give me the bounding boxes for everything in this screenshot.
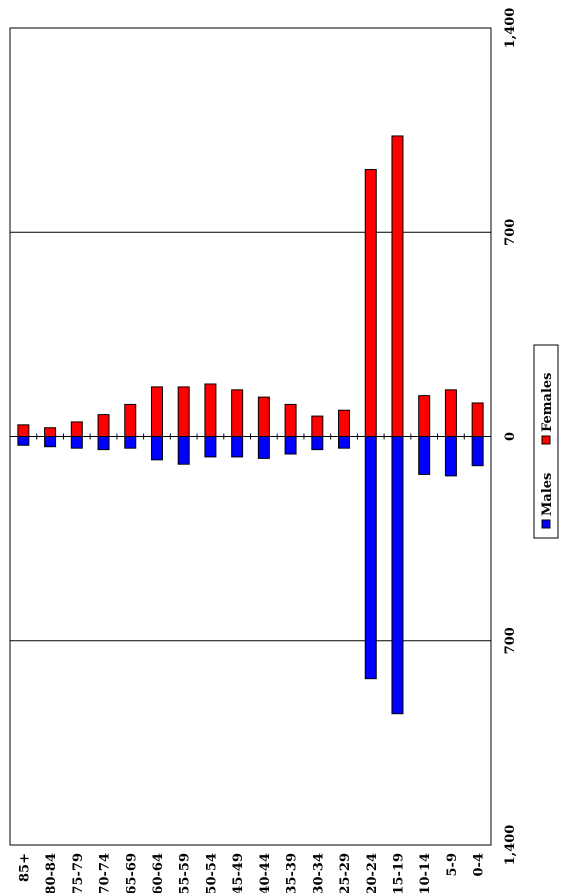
category-label-80-84: 80-84 xyxy=(44,853,59,893)
bar-females-20-24 xyxy=(364,169,377,437)
bar-females-30-34 xyxy=(311,415,324,438)
bar-females-0-4 xyxy=(471,402,484,437)
category-label-15-19: 15-19 xyxy=(391,853,406,893)
category-label-50-54: 50-54 xyxy=(204,853,219,893)
bar-males-5-9 xyxy=(444,436,457,477)
bar-females-25-29 xyxy=(338,409,351,438)
bar-males-40-44 xyxy=(257,436,270,459)
axis-label-females-1400: 1,400 xyxy=(503,8,518,49)
bar-females-50-54 xyxy=(204,383,217,438)
bar-females-35-39 xyxy=(284,403,297,437)
bar-males-20-24 xyxy=(364,436,377,680)
category-label-40-44: 40-44 xyxy=(258,853,273,893)
category-label-85+: 85+ xyxy=(17,853,32,882)
bar-males-70-74 xyxy=(97,436,110,451)
legend-label-males: Males xyxy=(540,473,555,516)
bar-males-85+ xyxy=(17,436,30,446)
legend-label-females: Females xyxy=(540,373,555,433)
bar-females-5-9 xyxy=(444,389,457,438)
bars xyxy=(17,135,484,715)
bar-females-10-14 xyxy=(418,395,431,437)
bar-males-50-54 xyxy=(204,436,217,458)
axis-label-females-700: 700 xyxy=(503,219,518,246)
bar-males-75-79 xyxy=(70,436,83,449)
bar-females-80-84 xyxy=(44,427,57,438)
bar-males-60-64 xyxy=(150,436,163,461)
category-label-20-24: 20-24 xyxy=(365,853,380,893)
value-axis-labels: 1,400 700 0 700 1,400 xyxy=(503,8,518,866)
category-label-0-4: 0-4 xyxy=(472,853,487,877)
category-labels: 85+ 80-84 75-79 70-74 65-69 60-64 55-59 50-54 45… xyxy=(17,853,486,893)
category-label-30-34: 30-34 xyxy=(311,853,326,893)
category-label-55-59: 55-59 xyxy=(178,853,193,893)
bar-males-15-19 xyxy=(391,436,404,715)
tick-marks xyxy=(9,433,492,440)
legend-swatch-females xyxy=(541,435,551,445)
bar-males-30-34 xyxy=(311,436,324,451)
axis-label-males-700: 700 xyxy=(503,627,518,654)
bar-males-55-59 xyxy=(177,436,190,465)
axis-label-zero: 0 xyxy=(503,432,518,441)
bar-females-85+ xyxy=(17,424,30,438)
axis-label-males-1400: 1,400 xyxy=(503,825,518,866)
bar-females-55-59 xyxy=(177,386,190,437)
bar-females-70-74 xyxy=(97,414,110,437)
bar-males-10-14 xyxy=(418,436,431,475)
category-label-45-49: 45-49 xyxy=(231,853,246,893)
bar-males-45-49 xyxy=(231,436,244,458)
category-label-35-39: 35-39 xyxy=(285,853,300,893)
bar-males-0-4 xyxy=(471,436,484,467)
bar-females-65-69 xyxy=(124,403,137,437)
legend: Males Females xyxy=(533,344,559,539)
bar-males-65-69 xyxy=(124,436,137,449)
bar-females-45-49 xyxy=(231,389,244,438)
bar-females-75-79 xyxy=(70,421,83,437)
bar-males-80-84 xyxy=(44,436,57,448)
category-label-70-74: 70-74 xyxy=(98,853,113,893)
bar-females-40-44 xyxy=(257,396,270,437)
category-label-5-9: 5-9 xyxy=(445,853,460,877)
legend-swatch-males xyxy=(541,519,551,529)
bar-females-60-64 xyxy=(150,386,163,437)
bar-males-25-29 xyxy=(338,436,351,449)
category-label-60-64: 60-64 xyxy=(151,853,166,893)
category-label-75-79: 75-79 xyxy=(71,853,86,893)
category-label-65-69: 65-69 xyxy=(124,853,139,893)
category-label-25-29: 25-29 xyxy=(338,853,353,893)
bar-males-35-39 xyxy=(284,436,297,455)
bar-females-15-19 xyxy=(391,135,404,437)
category-label-10-14: 10-14 xyxy=(418,853,433,893)
